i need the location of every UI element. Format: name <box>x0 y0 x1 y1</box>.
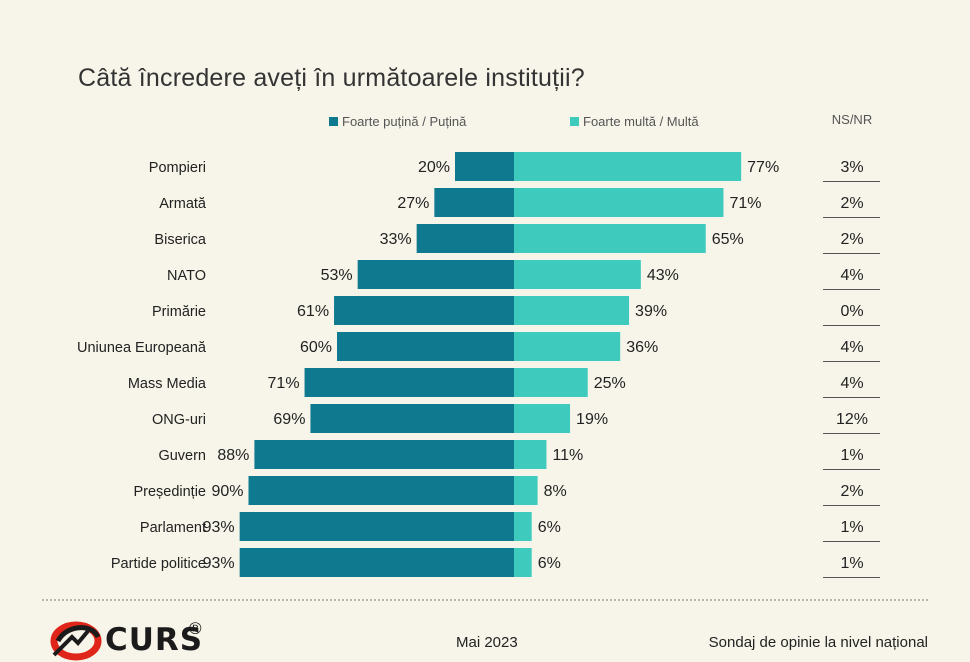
data-label-high-trust: 43% <box>647 267 679 284</box>
data-label-high-trust: 39% <box>635 303 667 320</box>
bar-low-trust <box>310 404 514 433</box>
bar-low-trust <box>239 512 514 541</box>
legend-label-low-trust: Foarte puțină / Puțină <box>342 114 467 129</box>
footer-note: Sondaj de opinie la nivel național <box>708 634 928 651</box>
data-label-low-trust: 88% <box>217 447 249 464</box>
bar-high-trust <box>514 332 621 361</box>
data-label-high-trust: 8% <box>544 483 567 500</box>
data-label-high-trust: 71% <box>729 195 761 212</box>
legend-swatch-high-trust <box>570 117 579 126</box>
footer-date: Mai 2023 <box>456 634 518 651</box>
nsnr-value: 3% <box>840 159 863 176</box>
data-label-high-trust: 6% <box>538 555 561 572</box>
category-label: Mass Media <box>128 376 207 392</box>
category-label: Parlament <box>140 520 206 536</box>
bar-high-trust <box>514 188 724 217</box>
data-label-high-trust: 25% <box>594 375 626 392</box>
legend-label-high-trust: Foarte multă / Multă <box>583 114 699 129</box>
category-label: Partide politice <box>111 556 206 572</box>
bar-low-trust <box>248 476 514 505</box>
data-label-high-trust: 19% <box>576 411 608 428</box>
nsnr-value: 1% <box>840 519 863 536</box>
category-label: Biserica <box>154 232 207 248</box>
nsnr-value: 2% <box>840 231 863 248</box>
nsnr-value: 2% <box>840 483 863 500</box>
data-label-high-trust: 6% <box>538 519 561 536</box>
bar-low-trust <box>357 260 514 289</box>
bar-high-trust <box>514 296 630 325</box>
nsnr-value: 4% <box>840 267 863 284</box>
data-label-high-trust: 11% <box>552 447 583 464</box>
legend-item-low-trust: Foarte puțină / Puțină <box>329 114 466 129</box>
bar-high-trust <box>514 404 571 433</box>
data-label-low-trust: 93% <box>203 555 235 572</box>
nsnr-value: 1% <box>840 447 863 464</box>
nsnr-value: 0% <box>840 303 863 320</box>
category-label: Primărie <box>152 304 206 320</box>
category-label: ONG-uri <box>152 412 206 428</box>
bar-high-trust <box>514 260 641 289</box>
data-label-low-trust: 61% <box>297 303 329 320</box>
data-label-low-trust: 69% <box>273 411 305 428</box>
legend-swatch-low-trust <box>329 117 338 126</box>
bar-low-trust <box>337 332 514 361</box>
nsnr-value: 2% <box>840 195 863 212</box>
nsnr-header: NS/NR <box>831 112 873 127</box>
bar-high-trust <box>514 152 742 181</box>
data-label-low-trust: 20% <box>418 159 450 176</box>
data-label-high-trust: 65% <box>712 231 744 248</box>
bar-low-trust <box>334 296 514 325</box>
data-label-low-trust: 93% <box>203 519 235 536</box>
nsnr-value: 4% <box>840 375 863 392</box>
bar-low-trust <box>304 368 514 397</box>
bar-high-trust <box>514 548 532 577</box>
bar-high-trust <box>514 368 588 397</box>
legend-item-high-trust: Foarte multă / Multă <box>570 114 699 129</box>
nsnr-value: 4% <box>840 339 863 356</box>
chart-title: Câtă încredere aveți în următoarele inst… <box>78 64 585 92</box>
brand-registered-mark: ® <box>189 619 202 638</box>
curs-logo-icon <box>50 621 102 661</box>
category-label: NATO <box>167 268 206 284</box>
nsnr-value: 12% <box>836 411 868 428</box>
chart-svg: Pompieri 20% 77% 3% Armată 27% 71% 2% Biserica 33… <box>77 152 880 578</box>
category-label: Armată <box>159 196 207 212</box>
data-label-low-trust: 53% <box>321 267 353 284</box>
data-label-low-trust: 27% <box>397 195 429 212</box>
data-label-high-trust: 77% <box>747 159 779 176</box>
category-label: Guvern <box>158 448 206 464</box>
data-label-low-trust: 33% <box>380 231 412 248</box>
footer-divider <box>42 599 928 601</box>
data-label-high-trust: 36% <box>626 339 658 356</box>
data-label-low-trust: 60% <box>300 339 332 356</box>
category-label: Uniunea Europeană <box>77 340 207 356</box>
category-label: Președinție <box>133 484 206 500</box>
bar-low-trust <box>416 224 514 253</box>
data-label-low-trust: 71% <box>268 375 300 392</box>
bar-high-trust <box>514 476 538 505</box>
data-label-low-trust: 90% <box>211 483 243 500</box>
bar-high-trust <box>514 440 547 469</box>
bar-low-trust <box>239 548 514 577</box>
category-label: Pompieri <box>149 160 206 176</box>
bar-high-trust <box>514 224 706 253</box>
bar-high-trust <box>514 512 532 541</box>
bar-low-trust <box>254 440 514 469</box>
brand-name: CURS <box>105 622 204 658</box>
bar-low-trust <box>434 188 514 217</box>
bar-low-trust <box>455 152 514 181</box>
nsnr-value: 1% <box>840 555 863 572</box>
